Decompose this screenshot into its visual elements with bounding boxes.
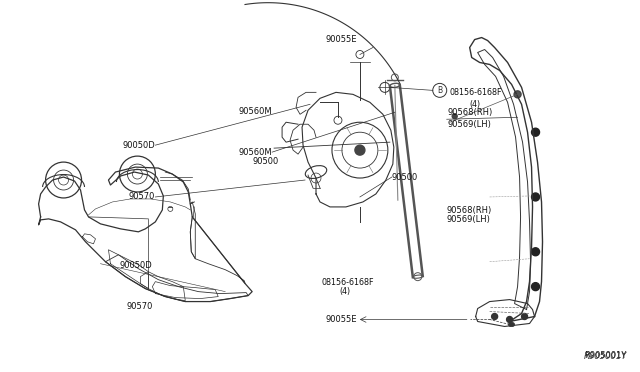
Text: 08156-6168F: 08156-6168F [321,278,374,287]
Text: 90568(RH): 90568(RH) [447,206,492,215]
Text: 90050D: 90050D [123,141,156,150]
Text: 90500: 90500 [253,157,279,166]
Circle shape [522,314,527,320]
Circle shape [532,283,540,291]
Circle shape [532,248,540,256]
Circle shape [452,114,457,119]
Text: 90055E: 90055E [326,35,357,44]
Text: R905001Y: R905001Y [584,352,627,361]
Text: 90569(LH): 90569(LH) [447,215,490,224]
Circle shape [532,193,540,201]
Text: B: B [437,86,442,95]
Circle shape [514,91,521,98]
Text: 90500: 90500 [392,173,418,182]
Text: 90560M: 90560M [239,108,272,116]
Text: 90570: 90570 [129,192,156,202]
Text: (4): (4) [339,287,350,296]
Text: 90560M: 90560M [239,148,272,157]
Text: 08156-6168F: 08156-6168F [450,88,502,97]
Text: 90055E: 90055E [325,315,357,324]
Text: 90570: 90570 [126,302,153,311]
Text: 90050D: 90050D [120,261,153,270]
Circle shape [492,314,498,320]
Circle shape [532,128,540,136]
Circle shape [355,145,365,155]
Text: 90568(RH): 90568(RH) [448,108,493,117]
Text: 90569(LH): 90569(LH) [448,120,492,129]
Text: R905001Y: R905001Y [584,351,627,360]
Circle shape [507,317,513,323]
Text: (4): (4) [470,100,481,109]
